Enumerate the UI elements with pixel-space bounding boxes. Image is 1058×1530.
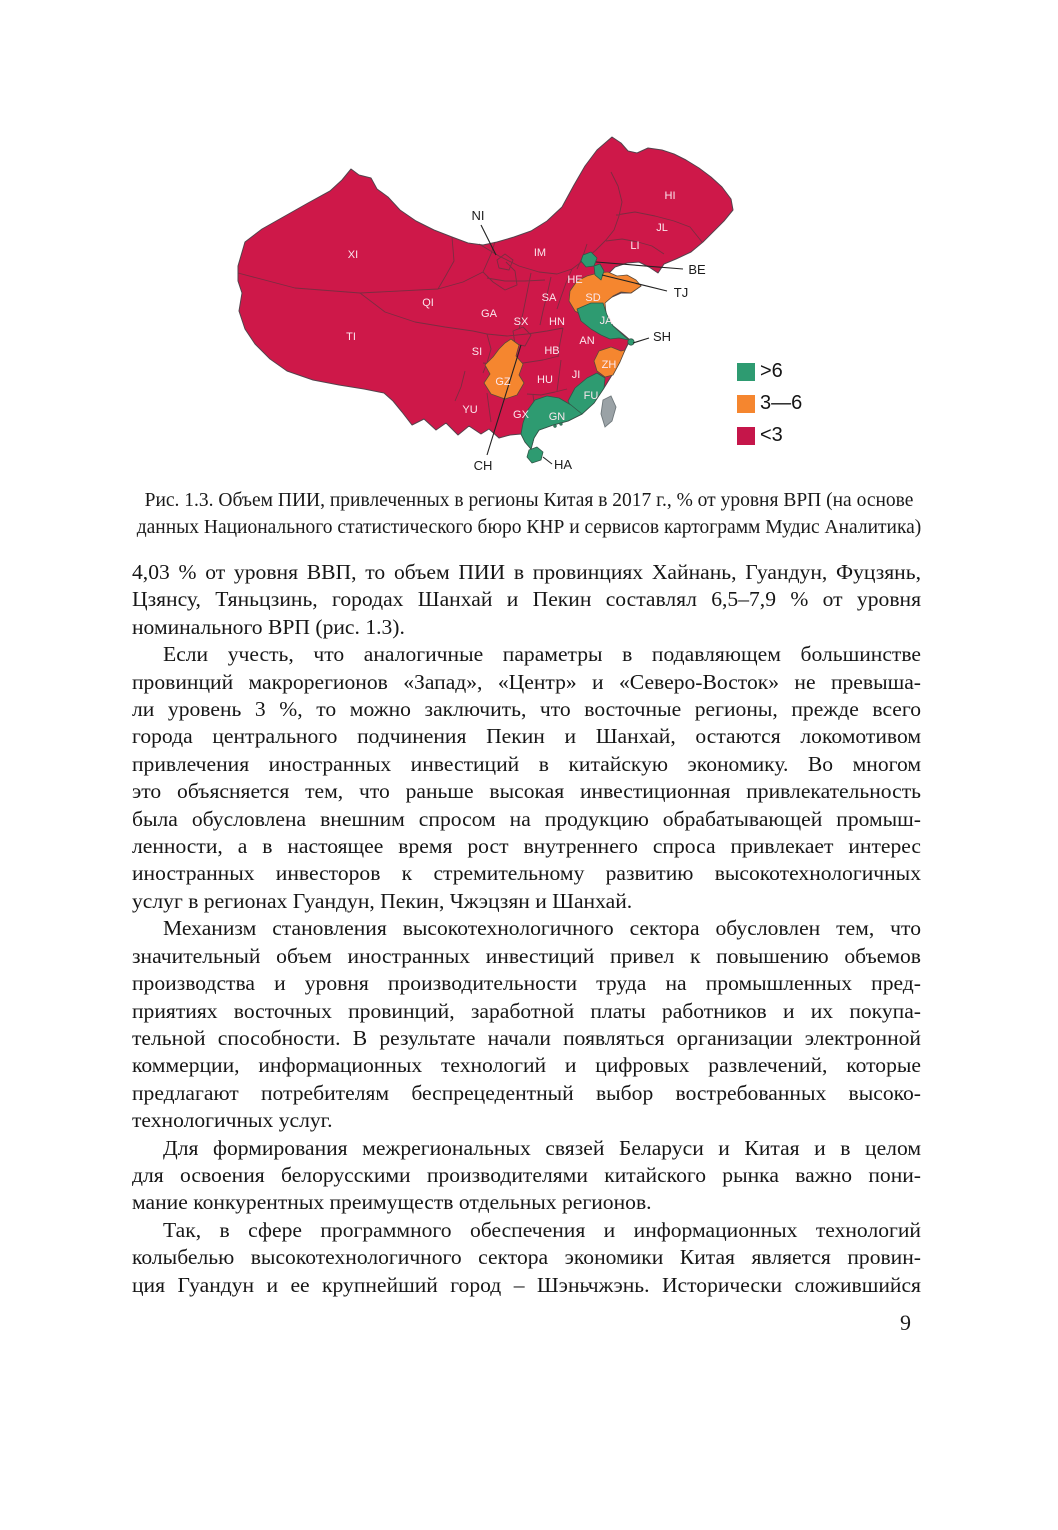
map-legend: >6 3—6 <3 xyxy=(737,360,803,458)
map-callout-sh: SH xyxy=(653,329,671,344)
caption-line: Рис. 1.3. Объем ПИИ, привлеченных в реги… xyxy=(144,490,914,511)
leader-line-ha xyxy=(542,456,553,465)
map-label-qi: QI xyxy=(422,297,434,309)
text-line: колыбелью высокотехнологичного сектора э… xyxy=(132,1245,921,1270)
region-sh-shanghai xyxy=(627,338,635,346)
map-label-hb: HB xyxy=(544,345,559,357)
map-label-sd: SD xyxy=(585,292,600,304)
province-borders xyxy=(237,171,703,425)
region-gz-guizhou xyxy=(483,338,525,400)
text-line: Механизм становления высокотехнологичног… xyxy=(163,916,921,941)
map-label-gn: GN xyxy=(549,411,566,423)
text-line: коммерции, информационных технологий и ц… xyxy=(132,1053,921,1078)
region-gn-guangdong xyxy=(520,395,583,450)
text-line: значительный объем иностранных инвестици… xyxy=(132,943,921,968)
map-label-zh: ZH xyxy=(602,359,617,371)
text-line: ленности, а в настоящее время рост внутр… xyxy=(132,834,921,859)
legend-swatch-orange xyxy=(737,394,755,413)
text-line: провинций макрорегионов «Запад», «Центр»… xyxy=(132,669,921,694)
text-line: Так, в сфере программного обеспечения и … xyxy=(163,1217,921,1242)
region-zh-zhejiang xyxy=(593,346,626,378)
map-label-an: AN xyxy=(579,335,594,347)
legend-item: <3 xyxy=(737,424,802,446)
map-label-fu: FU xyxy=(584,390,599,402)
map-callout-ni: NI xyxy=(472,208,485,223)
paragraph: Так, в сфере программного обеспечения и … xyxy=(132,1217,921,1299)
map-label-si: SI xyxy=(472,346,482,358)
map-label-he: HE xyxy=(567,274,582,286)
map-label-sa: SA xyxy=(542,292,557,304)
text-line: номинального ВРП (рис. 1.3). xyxy=(132,614,405,639)
leader-line-ni xyxy=(480,224,497,256)
body-text: 4,03 % от уровня ВВП, то объем ПИИ в про… xyxy=(132,559,921,1299)
map-label-hi: HI xyxy=(665,190,676,202)
text-line: Цзянсу, Тяньцзинь, городах Шанхай и Пеки… xyxy=(132,587,921,612)
text-line: мание конкурентных преимуществ отдельных… xyxy=(132,1190,652,1215)
legend-item: 3—6 xyxy=(737,392,803,414)
map-label-ga: GA xyxy=(481,308,498,320)
text-line: ция Гуандун и ее крупнейший город – Шэнь… xyxy=(132,1272,921,1297)
map-label-yu: YU xyxy=(462,404,477,416)
text-line: привлечения иностранных инвестиций в кит… xyxy=(132,751,921,776)
text-line: иностранных инвесторов к стремительному … xyxy=(132,861,921,886)
legend-label: <3 xyxy=(760,424,783,446)
legend-label: >6 xyxy=(760,360,783,382)
map-label-gz: GZ xyxy=(495,376,511,388)
map-callout-ch: CH xyxy=(474,458,493,473)
taiwan-island xyxy=(600,395,617,428)
figure-caption: Рис. 1.3. Объем ПИИ, привлеченных в реги… xyxy=(118,487,940,541)
map-label-xi: XI xyxy=(348,249,358,261)
text-line: Если учесть, что аналогичные параметры в… xyxy=(163,642,921,667)
map-callout-tj: TJ xyxy=(674,285,688,300)
map-label-sx: SX xyxy=(514,316,529,328)
leader-line-sh xyxy=(632,337,650,344)
paragraph: Механизм становления высокотехнологичног… xyxy=(132,915,921,1134)
page-number: 9 xyxy=(900,1310,911,1335)
map-label-ja: JA xyxy=(600,315,614,327)
text-line: ли уровень 3 %, то можно заключить, что … xyxy=(132,697,921,722)
paragraph: Для формирования межрегиональных связей … xyxy=(132,1135,921,1217)
map-callout-be: BE xyxy=(688,262,706,277)
leader-line-ch xyxy=(486,344,522,456)
text-line: 4,03 % от уровня ВВП, то объем ПИИ в про… xyxy=(132,560,921,584)
region-fu-fujian xyxy=(567,372,606,415)
legend-swatch-green xyxy=(737,362,755,381)
text-line: технологичных услуг. xyxy=(132,1108,333,1133)
region-ha-hainan xyxy=(526,446,544,464)
leader-line-tj xyxy=(601,274,668,292)
text-line: услуг в регионах Гуандун, Пекин, Чжэцзян… xyxy=(132,888,633,913)
legend-swatch-red xyxy=(737,426,755,445)
text-line: Для формирования межрегиональных связей … xyxy=(163,1135,921,1160)
map-label-hn: HN xyxy=(549,316,565,328)
text-line: приятиях восточных провинций, заработной… xyxy=(132,998,921,1023)
china-map-figure: XI TI QI GA IM SA SX HN HE SD JA AN SI H… xyxy=(225,123,825,495)
paragraph: 4,03 % от уровня ВВП, то объем ПИИ в про… xyxy=(132,559,921,641)
legend-label: 3—6 xyxy=(760,392,803,414)
text-line: предлагают потребителям беспрецедентный … xyxy=(132,1080,921,1105)
china-map: XI TI QI GA IM SA SX HN HE SD JA AN SI H… xyxy=(237,136,734,473)
map-label-li: LI xyxy=(630,240,639,252)
text-line: для освоения белорусскими производителям… xyxy=(132,1162,921,1187)
paragraph: Если учесть, что аналогичные параметры в… xyxy=(132,641,921,915)
text-line: тельной способности. В результате начали… xyxy=(132,1025,921,1050)
text-line: производства и уровня производительности… xyxy=(132,971,921,996)
text-line: это объясняется тем, что раньше высокая … xyxy=(132,779,921,804)
map-label-jl: JL xyxy=(656,222,668,234)
map-label-hu: HU xyxy=(537,374,553,386)
leader-line-be xyxy=(595,261,684,270)
text-line: города центрального подчинения Пекин и Ш… xyxy=(132,724,921,749)
island-dot xyxy=(553,424,557,428)
text-line: была обусловлена внешним спросом на прод… xyxy=(132,806,921,831)
map-label-ti: TI xyxy=(346,331,356,343)
map-callout-ha: HA xyxy=(554,457,572,472)
map-label-gx: GX xyxy=(513,409,530,421)
caption-line: данных Национального статистического бюр… xyxy=(136,517,922,538)
map-label-im: IM xyxy=(534,247,546,259)
legend-item: >6 xyxy=(737,360,802,382)
china-mainland xyxy=(237,136,734,450)
island-dot xyxy=(559,422,563,426)
map-label-ji: JI xyxy=(572,369,581,381)
